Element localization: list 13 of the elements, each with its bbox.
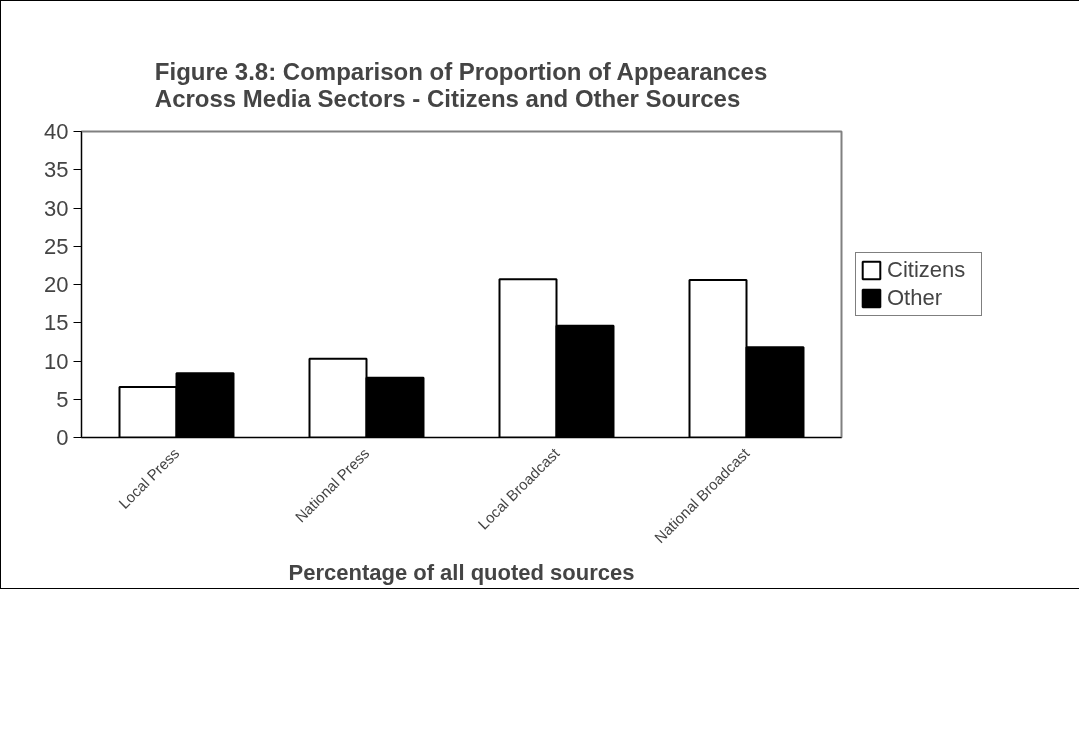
chart-title: Figure 3.8: Comparison of Proportion of Appearances Across Media Sectors - Citizens and Other Sources [154, 57, 768, 112]
y-tick-label: 35 [44, 157, 69, 183]
legend-label: Citizens [887, 257, 967, 283]
y-tick-label: 10 [44, 348, 69, 374]
y-tick-label: 15 [44, 310, 69, 336]
y-tick-label: 30 [44, 195, 69, 221]
y-tick-label: 40 [44, 119, 69, 144]
y-tick-label: 0 [56, 425, 69, 450]
legend-label: Other [887, 285, 944, 311]
y-tick-label: 25 [44, 233, 69, 259]
y-tick-label: 20 [44, 272, 69, 297]
y-tick-label: 5 [56, 386, 69, 412]
x-axis-title: Percentage of all quoted sources [288, 560, 635, 586]
